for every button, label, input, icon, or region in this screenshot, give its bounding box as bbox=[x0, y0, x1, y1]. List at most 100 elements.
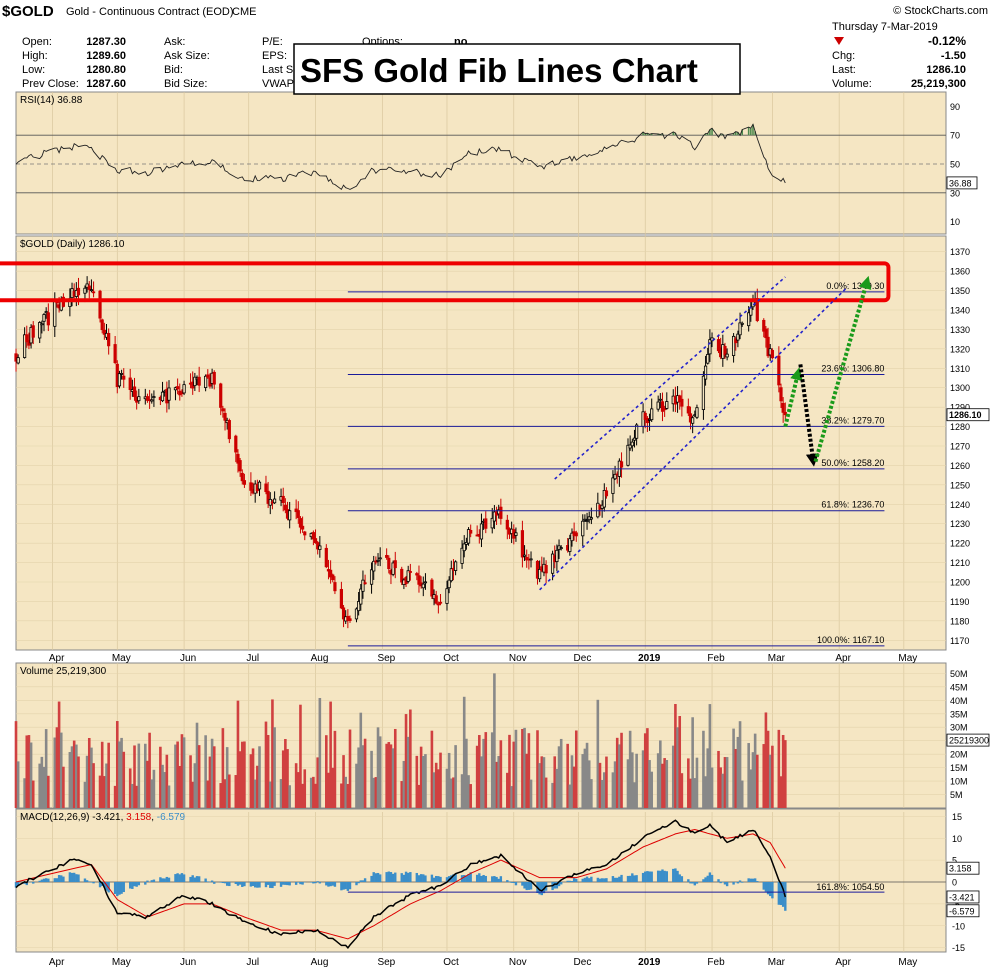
volume-bar bbox=[460, 774, 464, 808]
macd-tick-label: -15 bbox=[952, 943, 965, 953]
price-candle-body bbox=[574, 532, 578, 537]
price-candle-body bbox=[738, 322, 742, 336]
volume-bar bbox=[415, 755, 419, 808]
bid-label: Bid: bbox=[164, 64, 183, 76]
macd-histogram-bar bbox=[103, 882, 106, 888]
volume-bar bbox=[143, 743, 147, 808]
volume-bar bbox=[85, 755, 89, 808]
volume-bar bbox=[251, 748, 255, 808]
macd-histogram-bar bbox=[463, 875, 466, 882]
volume-bar bbox=[467, 775, 470, 808]
price-candle-body bbox=[242, 480, 247, 485]
macd-histogram-bar bbox=[663, 870, 666, 882]
macd-histogram-bar bbox=[618, 876, 621, 882]
volume-bar bbox=[527, 733, 531, 808]
down-arrow-icon bbox=[834, 37, 844, 45]
volume-bar bbox=[268, 781, 272, 808]
rsi-tick-label: 70 bbox=[950, 131, 960, 141]
chart-title: SFS Gold Fib Lines Chart bbox=[300, 52, 698, 89]
price-candle-body bbox=[385, 554, 389, 558]
volume-tick-label: 5M bbox=[950, 790, 963, 800]
macd-histogram-bar bbox=[70, 872, 74, 882]
volume-bar bbox=[695, 757, 699, 808]
volume-bar bbox=[240, 741, 244, 808]
price-panel bbox=[15, 235, 947, 651]
volume-tick-label: 20M bbox=[950, 750, 968, 760]
volume-bar bbox=[68, 752, 72, 808]
volume-bar bbox=[122, 751, 126, 808]
volume-bar bbox=[70, 746, 74, 808]
volume-bar bbox=[605, 756, 608, 808]
price-candle-body bbox=[376, 559, 380, 562]
volume-bar bbox=[266, 735, 270, 808]
macd-histogram-bar bbox=[732, 882, 735, 885]
volume-bar bbox=[659, 740, 662, 808]
price-candle-body bbox=[331, 574, 335, 581]
macd-histogram-bar bbox=[424, 875, 427, 882]
price-candle-body bbox=[393, 560, 397, 569]
y-tick-label: 1310 bbox=[950, 364, 970, 374]
instrument-name: Gold - Continuous Contract (EOD) bbox=[66, 6, 234, 18]
volume-bar bbox=[38, 763, 42, 808]
macd-histogram-bar bbox=[402, 874, 406, 882]
macd-histogram-bar bbox=[193, 877, 197, 882]
volume-bar bbox=[113, 785, 117, 808]
price-candle-body bbox=[234, 435, 238, 453]
price-candle-body bbox=[686, 406, 690, 414]
price-candle-body bbox=[740, 322, 744, 325]
macd-histogram-bar bbox=[266, 882, 270, 885]
volume-bar bbox=[663, 758, 666, 808]
volume-bar bbox=[439, 752, 442, 808]
price-candle-body bbox=[329, 569, 333, 578]
macd-histogram-bar bbox=[83, 878, 87, 882]
macd-histogram-bar bbox=[676, 870, 679, 882]
volume-bar bbox=[92, 763, 95, 808]
macd-histogram-bar bbox=[557, 882, 561, 887]
price-series bbox=[14, 276, 787, 629]
macd-histogram-bar bbox=[437, 876, 440, 882]
volume-bar bbox=[768, 754, 772, 808]
price-candle-body bbox=[438, 601, 443, 604]
price-candle-body bbox=[585, 520, 589, 522]
volume-bar bbox=[680, 773, 684, 808]
macd-histogram-bar bbox=[191, 875, 194, 882]
volume-bar bbox=[271, 699, 274, 808]
rsi-tick-label: 10 bbox=[950, 217, 960, 227]
rsi-line bbox=[15, 123, 786, 190]
x-tick-label: Sep bbox=[377, 957, 395, 968]
volume-bar bbox=[27, 735, 31, 808]
price-candle-body bbox=[372, 560, 376, 572]
macd-histogram-bar bbox=[55, 878, 59, 882]
macd-histogram-bar bbox=[23, 882, 26, 884]
volume-bar bbox=[243, 741, 246, 808]
volume-bar bbox=[704, 776, 707, 808]
price-candle-body bbox=[484, 518, 488, 529]
volume-bar bbox=[402, 760, 406, 808]
macd-histogram-bar bbox=[118, 882, 121, 895]
macd-histogram-bar bbox=[165, 876, 169, 882]
volume-bar bbox=[25, 735, 29, 808]
macd-histogram-bar bbox=[98, 882, 102, 888]
volume-bar bbox=[16, 761, 20, 808]
volume-bar bbox=[128, 768, 132, 808]
volume-bar bbox=[59, 732, 63, 808]
volume-bar bbox=[98, 775, 102, 808]
volume-bar bbox=[693, 778, 697, 808]
volume-bar bbox=[611, 772, 615, 808]
price-candle-body bbox=[301, 525, 305, 530]
price-candle-body bbox=[725, 353, 729, 358]
volume-bar bbox=[372, 777, 376, 808]
macd-histogram-bar bbox=[387, 871, 391, 882]
macd-histogram-bar bbox=[635, 875, 638, 882]
price-candle-body bbox=[391, 562, 395, 575]
volume-bar bbox=[221, 728, 225, 808]
macd-histogram-bar bbox=[60, 875, 63, 882]
volume-bar bbox=[551, 782, 554, 808]
price-candle-body bbox=[663, 408, 667, 411]
volume-bar bbox=[238, 751, 242, 808]
volume-bar bbox=[391, 748, 395, 808]
volume-bar bbox=[462, 696, 466, 808]
macd-histogram-bar bbox=[596, 877, 600, 882]
macd-histogram-bar bbox=[506, 880, 509, 882]
macd-histogram-bar bbox=[626, 875, 630, 882]
